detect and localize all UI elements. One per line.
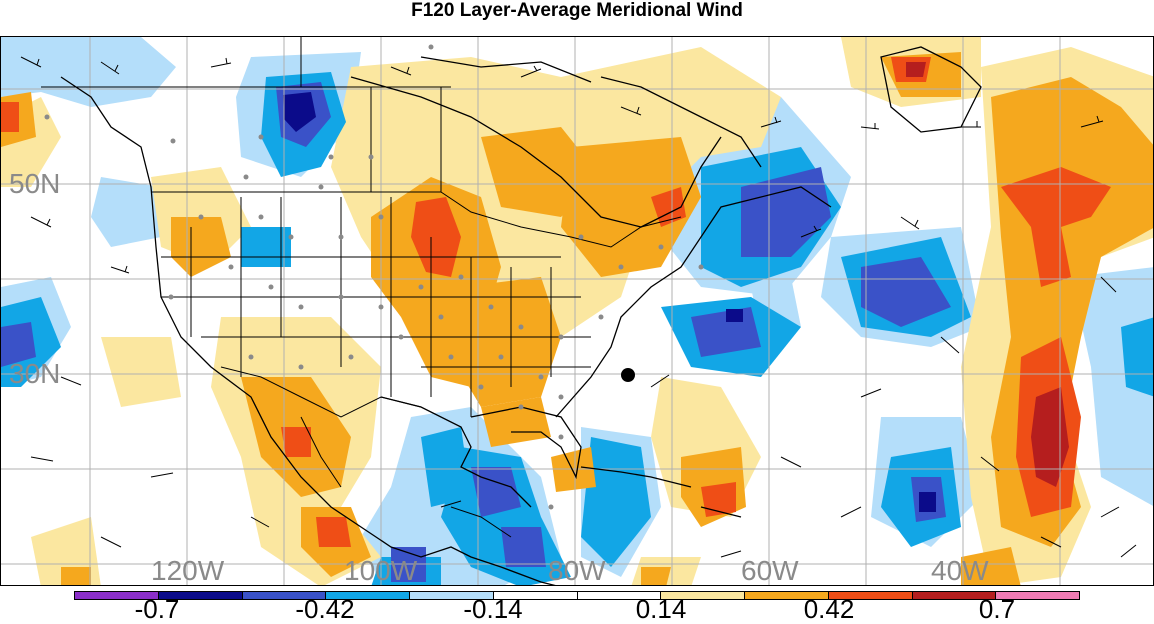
positive-pale-regions (1, 37, 1153, 585)
graticule (1, 37, 1153, 585)
colorbar-swatch (660, 592, 744, 599)
colorbar-tick: -0.7 (134, 594, 180, 624)
colorbar-swatch (75, 592, 158, 599)
colorbar-tick: -0.14 (463, 594, 523, 624)
lon-label-100w: 100W (344, 555, 418, 586)
colorbar-tick: -0.42 (295, 594, 355, 624)
map-panel: 50N 30N 120W 100W 80W 60W 40W (0, 36, 1154, 586)
negative-deep-regions (283, 92, 936, 512)
wind-barbs (20, 56, 1137, 558)
lat-label-50n: 50N (9, 168, 61, 199)
wind-map (1, 37, 1153, 585)
location-marker (621, 368, 635, 382)
lon-label-60w: 60W (741, 555, 799, 586)
lon-label-40w: 40W (931, 555, 989, 586)
negative-mid-regions (1, 82, 951, 582)
colorbar-swatch (827, 592, 912, 599)
lon-label-80w: 80W (548, 555, 606, 586)
station-dots (44, 44, 704, 510)
lat-label-30n: 30N (9, 358, 61, 389)
map-title: F120 Layer-Average Meridional Wind (411, 0, 743, 21)
lon-label-120w: 120W (151, 555, 225, 586)
shading-layer (1, 37, 1153, 585)
colorbar (74, 591, 1080, 600)
colorbar-swatch (157, 592, 242, 599)
coastlines (60, 46, 982, 585)
colorbar-swatch (325, 592, 409, 599)
colorbar-tick: 0.14 (635, 594, 687, 624)
political-borders (41, 37, 682, 538)
colorbar-tick: 0.7 (978, 594, 1016, 624)
colorbar-swatch (409, 592, 493, 599)
colorbar-swatch (911, 592, 996, 599)
colorbar-swatch (744, 592, 828, 599)
colorbar-swatch (241, 592, 326, 599)
colorbar-swatch (995, 592, 1079, 599)
colorbar-swatch (576, 592, 661, 599)
colorbar-tick: 0.42 (803, 594, 855, 624)
colorbar-swatch (492, 592, 577, 599)
